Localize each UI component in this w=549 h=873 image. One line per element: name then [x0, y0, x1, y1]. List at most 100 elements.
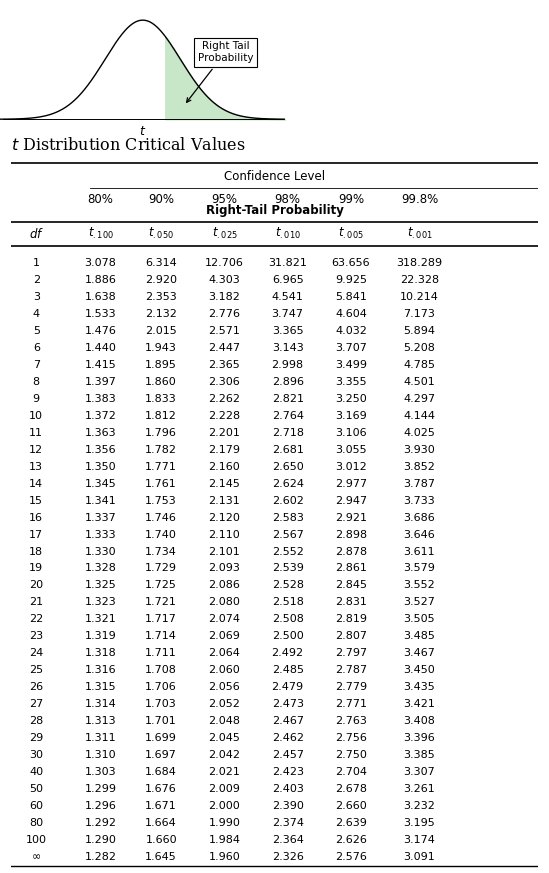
Text: 1.660: 1.660: [145, 835, 177, 845]
Text: 2.492: 2.492: [272, 649, 304, 658]
Text: 2.921: 2.921: [335, 512, 367, 523]
Text: 2.042: 2.042: [209, 750, 240, 760]
Text: 3.930: 3.930: [404, 444, 435, 455]
Text: 2.528: 2.528: [272, 581, 304, 590]
Text: 2.485: 2.485: [272, 665, 304, 676]
Text: 2.365: 2.365: [209, 360, 240, 370]
Text: 1.671: 1.671: [145, 801, 177, 811]
Text: 1.315: 1.315: [85, 683, 116, 692]
Text: 31.821: 31.821: [268, 258, 307, 268]
Text: 11: 11: [29, 428, 43, 437]
Text: 60: 60: [29, 801, 43, 811]
Text: 1.282: 1.282: [85, 852, 116, 862]
Text: 2.326: 2.326: [272, 852, 304, 862]
Text: 2.179: 2.179: [209, 444, 240, 455]
Text: $t_{\mathsf{.050}}$: $t_{\mathsf{.050}}$: [148, 226, 174, 241]
Text: 4.604: 4.604: [335, 309, 367, 319]
Text: 3.408: 3.408: [404, 716, 435, 726]
Text: 3.485: 3.485: [404, 631, 435, 642]
Text: 1.372: 1.372: [85, 410, 116, 421]
Text: 3.195: 3.195: [404, 818, 435, 828]
Text: 2.048: 2.048: [209, 716, 240, 726]
Text: 3.232: 3.232: [404, 801, 435, 811]
Text: 2.896: 2.896: [272, 377, 304, 387]
Text: 3.091: 3.091: [404, 852, 435, 862]
Text: 18: 18: [29, 546, 43, 556]
Text: 2.201: 2.201: [209, 428, 240, 437]
Text: 2.898: 2.898: [335, 530, 367, 540]
Text: 3.106: 3.106: [335, 428, 367, 437]
Text: 2.878: 2.878: [335, 546, 367, 556]
Text: 2.756: 2.756: [335, 733, 367, 743]
Text: 19: 19: [29, 563, 43, 574]
Text: 3.527: 3.527: [404, 597, 435, 608]
Text: 2.678: 2.678: [335, 784, 367, 794]
Text: 1.533: 1.533: [85, 309, 116, 319]
Text: 3.579: 3.579: [404, 563, 435, 574]
Text: 3.505: 3.505: [404, 615, 435, 624]
Text: 2.074: 2.074: [209, 615, 240, 624]
Text: 2.015: 2.015: [145, 326, 177, 336]
Text: 1.313: 1.313: [85, 716, 116, 726]
Text: 2.602: 2.602: [272, 496, 304, 505]
Text: 1.664: 1.664: [145, 818, 177, 828]
Text: 2.576: 2.576: [335, 852, 367, 862]
Text: 3.787: 3.787: [404, 478, 435, 489]
Text: 1.895: 1.895: [145, 360, 177, 370]
Text: Right-Tail Probability: Right-Tail Probability: [205, 204, 344, 217]
Text: 2.080: 2.080: [209, 597, 240, 608]
Text: 1.314: 1.314: [85, 699, 116, 709]
Text: 10.214: 10.214: [400, 292, 439, 302]
Text: Confidence Level: Confidence Level: [224, 169, 325, 182]
Text: 2.771: 2.771: [335, 699, 367, 709]
Text: 1.476: 1.476: [85, 326, 116, 336]
Text: 20: 20: [29, 581, 43, 590]
Text: 12.706: 12.706: [205, 258, 244, 268]
Text: 2.374: 2.374: [272, 818, 304, 828]
Text: 1.645: 1.645: [145, 852, 177, 862]
Text: 1.397: 1.397: [85, 377, 116, 387]
Text: 1.299: 1.299: [85, 784, 116, 794]
Text: 2.567: 2.567: [272, 530, 304, 540]
Text: 5.894: 5.894: [404, 326, 435, 336]
Text: 3.385: 3.385: [404, 750, 435, 760]
Text: 12: 12: [29, 444, 43, 455]
Text: 2.021: 2.021: [209, 767, 240, 777]
Text: 2.479: 2.479: [272, 683, 304, 692]
Text: 8: 8: [33, 377, 40, 387]
Text: 1.341: 1.341: [85, 496, 116, 505]
Text: 2.539: 2.539: [272, 563, 304, 574]
Text: 2.920: 2.920: [145, 275, 177, 285]
Text: 2.704: 2.704: [335, 767, 367, 777]
Text: 1.717: 1.717: [145, 615, 177, 624]
Text: 6.965: 6.965: [272, 275, 304, 285]
Text: 95%: 95%: [211, 193, 237, 205]
Text: 1.706: 1.706: [145, 683, 177, 692]
Text: 3.733: 3.733: [404, 496, 435, 505]
Text: 23: 23: [29, 631, 43, 642]
Text: 2.508: 2.508: [272, 615, 304, 624]
Text: 3.686: 3.686: [404, 512, 435, 523]
Text: 2.228: 2.228: [209, 410, 240, 421]
Text: 3.012: 3.012: [335, 462, 367, 471]
Text: 16: 16: [29, 512, 43, 523]
Text: 1.796: 1.796: [145, 428, 177, 437]
Text: 1.328: 1.328: [85, 563, 116, 574]
Text: 2.000: 2.000: [209, 801, 240, 811]
Text: 99.8%: 99.8%: [401, 193, 438, 205]
Text: $t$ Distribution Critical Values: $t$ Distribution Critical Values: [11, 137, 245, 155]
Text: 1.676: 1.676: [145, 784, 177, 794]
Text: 1.729: 1.729: [145, 563, 177, 574]
Text: 4.297: 4.297: [404, 394, 435, 403]
Text: 6.314: 6.314: [145, 258, 177, 268]
Text: 1.943: 1.943: [145, 343, 177, 353]
Text: 1.699: 1.699: [145, 733, 177, 743]
Text: 3: 3: [33, 292, 40, 302]
Text: 3.307: 3.307: [404, 767, 435, 777]
Text: 1.292: 1.292: [85, 818, 116, 828]
Text: 2.403: 2.403: [272, 784, 304, 794]
Text: 2.819: 2.819: [335, 615, 367, 624]
Text: 2.467: 2.467: [272, 716, 304, 726]
Text: 3.707: 3.707: [335, 343, 367, 353]
Text: 3.852: 3.852: [404, 462, 435, 471]
